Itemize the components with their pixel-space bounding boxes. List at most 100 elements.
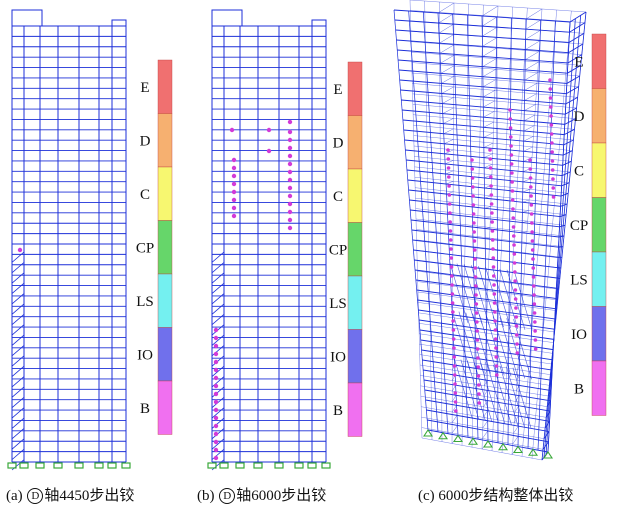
plastic-hinge	[490, 238, 495, 242]
plastic-hinge	[449, 247, 453, 251]
floor-beam-side	[545, 410, 551, 418]
legend-swatch	[591, 251, 607, 307]
brace-line	[11, 313, 25, 325]
core-brace	[480, 362, 499, 423]
floor-beam-inner	[521, 242, 527, 244]
plastic-hinge	[510, 171, 514, 175]
plastic-hinge	[266, 127, 272, 133]
legend-label: LS	[570, 272, 588, 288]
floor-beam-inner	[483, 153, 493, 158]
column-back	[409, 0, 423, 439]
legend-label: B	[140, 401, 150, 417]
brace-line	[11, 376, 25, 388]
plastic-hinge	[533, 338, 538, 342]
plastic-hinge	[490, 220, 494, 224]
plastic-hinge	[533, 329, 537, 333]
brace-line	[211, 365, 225, 377]
floor-beam-side	[560, 203, 568, 207]
plastic-hinge	[287, 209, 293, 215]
plastic-hinge	[532, 293, 536, 297]
plastic-hinge	[551, 186, 556, 190]
plastic-hinge	[493, 319, 497, 323]
plastic-hinge	[474, 311, 479, 315]
plastic-hinge	[476, 374, 481, 378]
plastic-hinge	[472, 230, 476, 234]
plastic-hinge	[550, 150, 554, 154]
plastic-hinge	[494, 364, 499, 368]
legend-label: IO	[137, 347, 153, 363]
plastic-hinge	[514, 306, 518, 310]
floor-beam-inner	[441, 86, 454, 94]
plastic-hinge	[213, 351, 219, 357]
plastic-hinge	[213, 455, 219, 461]
support-marker	[207, 462, 217, 469]
floor-beam-inner	[524, 83, 538, 91]
support-marker	[274, 462, 284, 469]
floor-beam-inner	[482, 26, 498, 37]
support-marker	[74, 462, 84, 469]
floor-beam-inner	[484, 380, 488, 386]
brace-line	[11, 345, 25, 357]
core-brace	[506, 366, 525, 427]
core-brace	[492, 267, 511, 329]
plastic-hinge	[512, 243, 516, 247]
legend-label: IO	[571, 327, 587, 343]
plastic-hinge	[509, 144, 513, 148]
plastic-hinge	[231, 157, 237, 163]
plastic-hinge	[453, 400, 458, 404]
column-back	[491, 6, 513, 451]
brace-line	[11, 272, 25, 284]
plastic-hinge	[473, 257, 477, 261]
floor-beam-side	[561, 182, 570, 187]
column-back	[439, 1, 443, 442]
support-marker	[294, 462, 304, 469]
plastic-hinge	[528, 158, 532, 162]
roof-tower	[211, 9, 243, 26]
floor-beam-inner	[440, 55, 454, 64]
floor-beam-inner	[446, 191, 454, 195]
plastic-hinge	[452, 346, 456, 350]
core-brace	[499, 268, 519, 330]
plastic-hinge	[515, 342, 519, 346]
plastic-hinge	[450, 292, 455, 296]
brace-line	[211, 272, 225, 284]
floor-beam-side	[565, 107, 577, 115]
plastic-hinge	[529, 203, 534, 207]
floor-beam-inner	[525, 19, 542, 30]
plastic-hinge	[287, 153, 293, 159]
brace-line	[11, 324, 25, 336]
plastic-hinge	[475, 347, 480, 351]
floor-beam-inner	[484, 216, 491, 219]
floor-beam-inner	[483, 90, 496, 98]
plastic-hinge	[491, 265, 496, 269]
plastic-hinge	[490, 229, 495, 233]
legend-swatch	[591, 306, 607, 362]
column-side	[547, 21, 571, 453]
plastic-hinge	[491, 247, 495, 251]
plastic-hinge	[508, 108, 512, 112]
plastic-hinge	[451, 328, 456, 332]
plastic-hinge	[213, 359, 219, 365]
plastic-hinge	[531, 275, 536, 279]
floor-beam-inner	[525, 8, 543, 20]
plastic-hinge	[513, 288, 518, 292]
support-marker	[121, 462, 131, 469]
core-brace	[512, 367, 532, 428]
plastic-hinge	[476, 365, 481, 369]
plastic-hinge	[548, 96, 553, 100]
plastic-hinge	[287, 129, 293, 135]
plastic-hinge	[213, 383, 219, 389]
plastic-hinge	[551, 177, 555, 181]
floor-beam-inner	[483, 111, 495, 118]
floor-beam-inner	[516, 375, 520, 381]
core-brace	[467, 360, 486, 421]
legend-swatch	[157, 380, 173, 435]
floor-beam-inner	[520, 283, 524, 286]
brace-line	[211, 293, 225, 305]
plastic-hinge	[551, 195, 556, 199]
caption-c-text: 6000步结构整体出铰	[438, 488, 574, 504]
caption-b-prefix: (b)	[197, 488, 215, 504]
core-brace	[449, 262, 469, 323]
caption-a-prefix: (a)	[6, 488, 23, 504]
plastic-hinge	[287, 137, 293, 143]
